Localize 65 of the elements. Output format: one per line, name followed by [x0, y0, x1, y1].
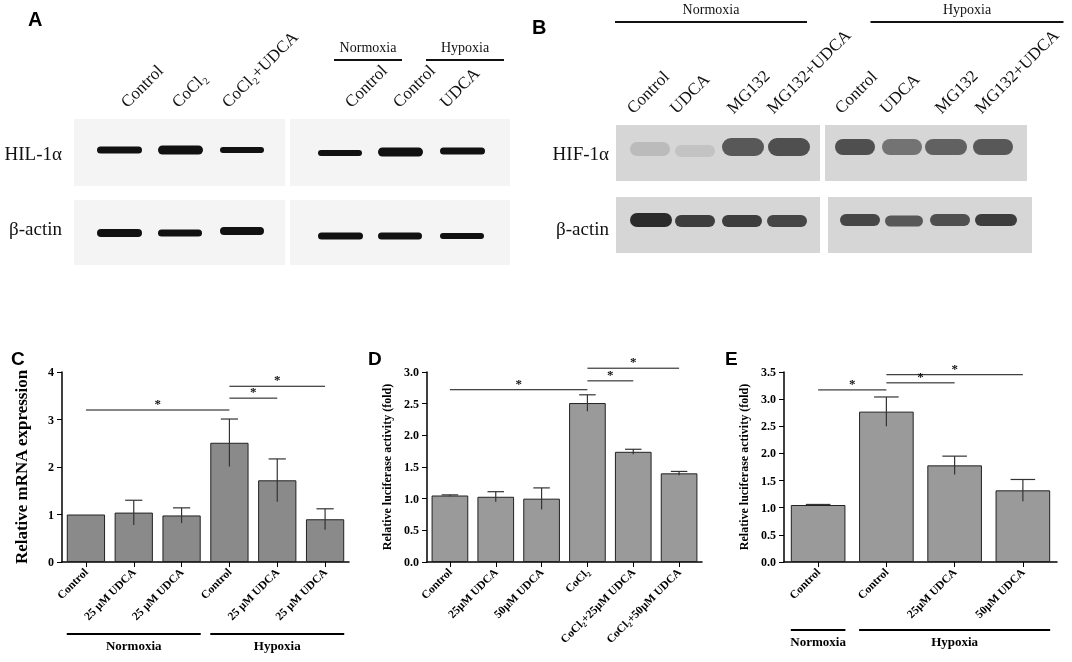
text: Normoxia — [790, 634, 847, 649]
text: Normoxia — [105, 638, 163, 653]
annotation: * — [250, 384, 257, 400]
text: β-actin — [555, 218, 609, 240]
chart-title: D — [368, 348, 382, 369]
text: A — [28, 8, 43, 31]
y-tick-label: 3.0 — [404, 365, 419, 379]
bar — [477, 496, 515, 562]
y-tick-label: 0.5 — [404, 523, 419, 538]
y-tick-label: 2 — [48, 460, 54, 474]
text: B — [532, 16, 547, 39]
text: Normoxia — [339, 40, 397, 55]
y-tick-label: 0.5 — [761, 527, 776, 542]
bar — [995, 490, 1051, 562]
text: HIF-1α — [551, 143, 609, 165]
text: Hypoxia — [931, 634, 979, 649]
bar — [66, 514, 106, 562]
annotation: * — [951, 360, 958, 376]
y-axis-title: Relative luciferase activity (fold) — [737, 383, 751, 551]
y-tick-label: 0.0 — [761, 555, 776, 569]
y-tick-label: 2.0 — [404, 428, 419, 443]
y-tick-label: 2.5 — [761, 419, 776, 434]
annotation: * — [849, 375, 856, 391]
y-tick-label: 1 — [48, 507, 54, 522]
annotation: * — [274, 372, 281, 388]
annotation: * — [607, 366, 614, 382]
y-tick-label: 0 — [48, 555, 54, 569]
text: Hypoxia — [253, 638, 302, 653]
bar — [927, 465, 982, 562]
y-tick-label: 3.5 — [761, 365, 776, 379]
y-tick-label: 0.0 — [404, 555, 419, 569]
y-tick-label: 4 — [48, 365, 54, 379]
text: Normoxia — [681, 2, 741, 18]
bar — [162, 515, 201, 562]
y-tick-label: 1.5 — [404, 460, 419, 474]
text: Hypoxia — [440, 40, 490, 55]
annotation: * — [154, 396, 161, 411]
y-tick-label: 2.5 — [404, 396, 419, 411]
bar — [660, 473, 698, 562]
bar — [859, 411, 914, 562]
y-tick-label: 3.0 — [761, 392, 776, 407]
y-tick-label: 3 — [48, 412, 54, 427]
text: * — [630, 354, 637, 370]
bar — [790, 505, 846, 562]
text: Hypoxia — [941, 2, 993, 18]
bar — [431, 495, 469, 562]
bar — [614, 451, 652, 562]
bar — [569, 403, 606, 562]
annotation: * — [917, 368, 924, 384]
bar — [114, 512, 153, 562]
y-tick-label: 2.0 — [761, 446, 776, 461]
y-tick-label: 1.0 — [404, 491, 419, 506]
text: β-actin — [8, 218, 62, 240]
annotation: * — [515, 375, 522, 391]
text: HIL-1α — [3, 143, 62, 165]
y-axis-title: Relative luciferase activity (fold) — [380, 383, 394, 551]
y-axis-title: Relative mRNA expression — [12, 369, 31, 565]
chart-title: C — [11, 348, 25, 369]
y-tick-label: 1.0 — [761, 500, 776, 515]
chart-title: E — [725, 348, 738, 369]
bar — [210, 442, 249, 562]
bar — [523, 498, 560, 562]
bar — [305, 519, 345, 562]
y-tick-label: 1.5 — [761, 473, 776, 488]
bar — [258, 480, 297, 562]
